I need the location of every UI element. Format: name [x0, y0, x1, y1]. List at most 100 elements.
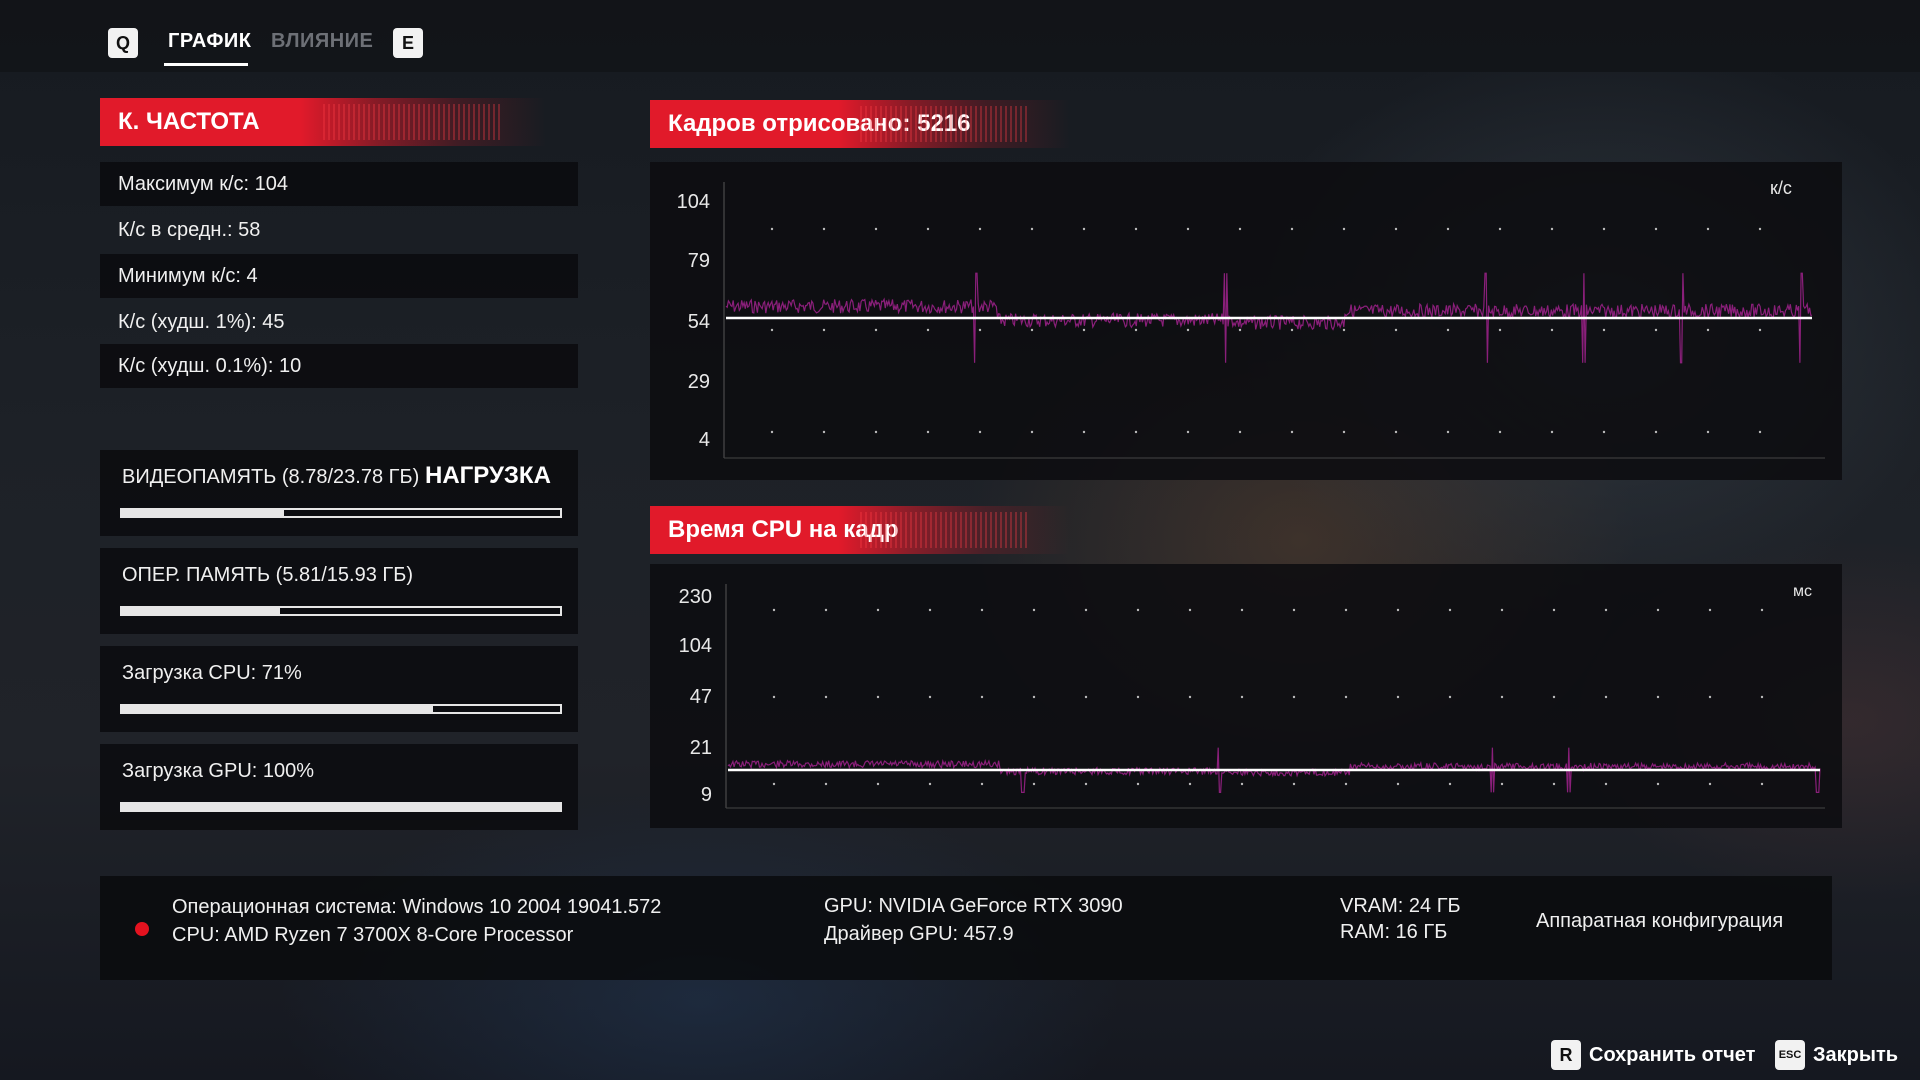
fps-grid-dot: [1134, 227, 1138, 231]
cpu-grid-dot: [1032, 695, 1036, 699]
cpu-grid-dot: [1136, 782, 1140, 786]
cpu-grid-dot: [1604, 608, 1608, 612]
cpu-grid-dot: [876, 608, 880, 612]
fps-grid-dot: [1498, 227, 1502, 231]
fps-grid-dot: [1290, 328, 1294, 332]
vram-info: VRAM: 24 ГБ: [1340, 895, 1461, 917]
cpu-grid-dot: [1604, 695, 1608, 699]
fps-grid-dot: [1706, 227, 1710, 231]
fps-grid-dot: [1654, 430, 1658, 434]
save-report-label: Сохранить отчет: [1589, 1043, 1756, 1066]
cpu-unit-label: мс: [1793, 583, 1812, 600]
fps-grid-dot: [1758, 430, 1762, 434]
fps-y-tick-29: 29: [688, 371, 710, 393]
cpu-grid-dot: [1448, 695, 1452, 699]
cpu-grid-dot: [1396, 695, 1400, 699]
fps-grid-dot: [926, 227, 930, 231]
cpu-y-tick-21: 21: [690, 737, 712, 759]
cpu-grid-dot: [1188, 782, 1192, 786]
cpu-grid-dot: [824, 608, 828, 612]
fps-grid-dot: [1602, 430, 1606, 434]
fps-grid-dot: [1134, 430, 1138, 434]
cpu-grid-dot: [1552, 695, 1556, 699]
fps-grid-dot: [770, 227, 774, 231]
cpu-load-label: Загрузка CPU: 71%: [122, 662, 302, 684]
fps-y-tick-104: 104: [677, 191, 710, 213]
fps-grid-dot: [1446, 328, 1450, 332]
tab-graph[interactable]: ГРАФИК: [168, 30, 252, 52]
cpu-grid-dot: [1032, 782, 1036, 786]
fps-grid-dot: [926, 328, 930, 332]
cpu-grid-dot: [876, 695, 880, 699]
stat-low-01-fps: К/с (худш. 0.1%): 10: [100, 344, 578, 388]
cpu-grid-dot: [1448, 608, 1452, 612]
fps-grid-dot: [1082, 430, 1086, 434]
fps-grid-dot: [1342, 430, 1346, 434]
fps-graph-svg: к/с 104 79 54 29 4: [677, 178, 1825, 459]
fps-grid-dot: [1758, 328, 1762, 332]
cpu-y-tick-230: 230: [679, 586, 712, 608]
close-button[interactable]: ESC Закрыть: [1775, 1040, 1898, 1070]
cpu-grid-dot: [1344, 782, 1348, 786]
fps-grid-dot: [874, 430, 878, 434]
vram-bar: [120, 508, 562, 518]
tab-active-indicator: [164, 63, 248, 66]
gpu-load-bar-fill: [122, 804, 560, 810]
save-report-button[interactable]: R Сохранить отчет: [1551, 1040, 1755, 1070]
cpu-grid-dot: [1084, 695, 1088, 699]
fps-grid-dot: [1758, 227, 1762, 231]
q-key-icon[interactable]: Q: [108, 28, 138, 58]
fps-grid-dot: [822, 328, 826, 332]
gpu-load: Загрузка GPU: 100%: [100, 744, 578, 830]
fps-grid-dot: [1394, 328, 1398, 332]
ram-info: RAM: 16 ГБ: [1340, 921, 1448, 943]
fps-y-tick-79: 79: [688, 250, 710, 272]
cpu-grid-dot: [1656, 695, 1660, 699]
fps-grid-dot: [978, 430, 982, 434]
fps-grid-dot: [1550, 227, 1554, 231]
cpu-load-bar-fill: [122, 706, 433, 712]
cpu-grid-dot: [1396, 782, 1400, 786]
cpu-grid-dot: [1344, 608, 1348, 612]
ram-bar: [120, 606, 562, 616]
fps-panel-title: К. ЧАСТОТА: [100, 98, 546, 146]
fps-grid-dot: [1446, 430, 1450, 434]
cpu-grid-dot: [1760, 782, 1764, 786]
gpu-info: GPU: NVIDIA GeForce RTX 3090: [824, 895, 1123, 917]
cpu-grid-dot: [772, 608, 776, 612]
cpu-y-tick-104: 104: [679, 635, 712, 657]
tab-impact[interactable]: ВЛИЯНИЕ: [271, 30, 374, 52]
cpu-grid-dot: [928, 695, 932, 699]
fps-grid-dot: [1498, 328, 1502, 332]
cpu-grid-dot: [1604, 782, 1608, 786]
e-key-icon[interactable]: E: [393, 28, 423, 58]
cpu-graph: мс 230 104 47 21 9: [650, 564, 1842, 828]
cpu-grid-dot: [1396, 608, 1400, 612]
fps-grid-dot: [822, 430, 826, 434]
vram-usage: ВИДЕОПАМЯТЬ (8.78/23.78 ГБ) НАГРУЗКА: [100, 450, 578, 536]
fps-y-tick-54: 54: [688, 311, 710, 333]
cpu-grid-dot: [1656, 782, 1660, 786]
cpu-grid-dot: [1344, 695, 1348, 699]
cpu-series-line: [727, 747, 1821, 793]
status-dot-icon: [135, 922, 149, 936]
cpu-grid-dot: [1708, 782, 1712, 786]
load-title: НАГРУЗКА: [425, 462, 551, 489]
cpu-grid-dot: [1240, 695, 1244, 699]
fps-unit-label: к/с: [1770, 178, 1792, 198]
cpu-grid-dot: [1084, 782, 1088, 786]
cpu-grid-dot: [1552, 608, 1556, 612]
hardware-config-label[interactable]: Аппаратная конфигурация: [1536, 910, 1784, 932]
cpu-grid-dot: [1292, 608, 1296, 612]
fps-grid-dot: [1602, 227, 1606, 231]
fps-grid-dot: [1186, 227, 1190, 231]
cpu-grid-dot: [1032, 608, 1036, 612]
cpu-grid-dot: [1292, 782, 1296, 786]
fps-grid-dot: [874, 328, 878, 332]
fps-grid-dot: [770, 328, 774, 332]
fps-grid-dot: [1290, 227, 1294, 231]
cpu-grid-dot: [980, 782, 984, 786]
cpu-grid-dot: [1188, 608, 1192, 612]
cpu-grid-dot: [1500, 695, 1504, 699]
r-key-icon: R: [1551, 1040, 1581, 1070]
